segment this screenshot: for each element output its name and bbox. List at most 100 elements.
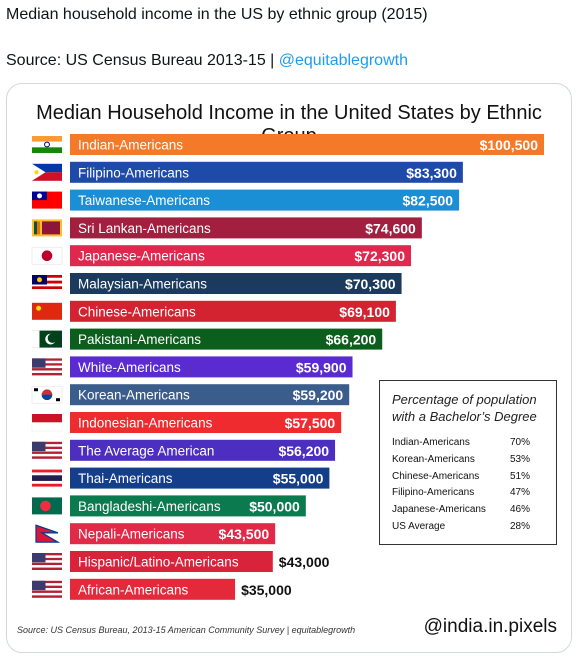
bar-row: Filipino-Americans $83,300 [32, 161, 463, 183]
india-flag [32, 136, 62, 153]
bar-category-label: Chinese-Americans [78, 304, 196, 319]
bar-category-label: Sri Lankan-Americans [78, 221, 211, 236]
bar-category-label: Malaysian-Americans [78, 277, 207, 292]
bar-value-label: $82,500 [402, 193, 453, 209]
legend-row: Indian-Americans 70% [392, 437, 542, 453]
china-flag [32, 302, 62, 320]
usa-flag [32, 358, 62, 376]
sri-lanka-flag [32, 219, 62, 237]
bar-value-label: $43,000 [279, 554, 330, 570]
bar-value-label: $43,500 [219, 526, 270, 542]
bar-row: Chinese-Americans $69,100 [32, 300, 396, 322]
bar [70, 356, 353, 378]
legend-box: Percentage of population with a Bachelor… [379, 380, 557, 545]
bar-value-label: $50,000 [249, 498, 300, 514]
bar-value-label: $70,300 [345, 276, 396, 292]
bar-value-label: $57,500 [285, 415, 336, 431]
legend-row-value: 47% [510, 487, 531, 499]
legend-row-name: Japanese-Americans [392, 504, 486, 516]
legend-row-value: 28% [510, 521, 531, 532]
bar-row: Bangladeshi-Americans $50,000 [32, 495, 306, 517]
bar-category-label: Taiwanese-Americans [78, 193, 210, 208]
chart-source: Source: US Census Bureau, 2013-15 Americ… [17, 625, 356, 635]
bar-row: Nepali-Americans $43,500 [35, 523, 276, 545]
bar-value-label: $35,000 [241, 582, 292, 598]
legend-row: Korean-Americans 53% [392, 454, 542, 470]
bar-value-label: $74,600 [365, 220, 416, 236]
legend-row: Chinese-Americans 51% [392, 471, 542, 487]
bar-value-label: $69,100 [339, 304, 390, 320]
bar [70, 384, 350, 406]
bar-category-label: Thai-Americans [78, 471, 173, 486]
legend-row-value: 51% [510, 470, 531, 482]
bar-category-label: The Average American [78, 443, 214, 458]
bar-row: Pakistani-Americans $66,200 [32, 328, 383, 350]
bar-row: African-Americans $35,000 [32, 578, 292, 600]
bar-value-label: $55,000 [273, 471, 324, 487]
bar [70, 134, 544, 155]
bar [70, 161, 463, 183]
bar-value-label: $83,300 [406, 165, 457, 181]
bar-value-label: $66,200 [326, 332, 377, 348]
legend-row-value: 46% [510, 504, 531, 516]
bar-row: White-Americans $59,900 [32, 356, 353, 378]
legend-title: Percentage of population with a Bachelor… [392, 392, 537, 424]
legend-row-name: Chinese-Americans [392, 470, 480, 482]
taiwan-flag [32, 191, 62, 209]
bar-category-label: Nepali-Americans [78, 527, 185, 542]
watermark-handle: @india.in.pixels [423, 616, 557, 637]
bar-row: Sri Lankan-Americans $74,600 [32, 217, 422, 239]
pakistan-flag [32, 330, 62, 348]
bar [70, 189, 460, 211]
equitablegrowth-link[interactable]: @equitablegrowth [278, 52, 408, 69]
indonesia-flag [31, 414, 63, 432]
bar [70, 495, 306, 517]
bar [70, 523, 276, 545]
japan-flag [31, 246, 63, 265]
tweet-line-source: Source: US Census Bureau 2013-15 | @equi… [6, 50, 576, 72]
legend-row: Filipino-Americans 47% [392, 487, 542, 503]
bar-row: Indian-Americans $100,500 [32, 134, 544, 155]
bangladesh-flag [32, 497, 62, 515]
bar [70, 412, 342, 433]
legend-row-name: Filipino-Americans [392, 487, 475, 499]
bar-row: The Average American $56,200 [32, 439, 336, 461]
chart-image-card[interactable]: Median Household Income in the United St… [6, 83, 572, 653]
bar [70, 300, 396, 322]
bar-chart: Indian-Americans $100,500 Filipino-America… [31, 134, 544, 600]
legend-row: US Average 28% [392, 521, 542, 537]
usa-flag [32, 580, 62, 598]
bar-category-label: Filipino-Americans [78, 165, 189, 180]
bar-row: Indonesian-Americans $57,500 [31, 412, 342, 433]
bar-category-label: Hispanic/Latino-Americans [78, 555, 239, 570]
tweet-text: Median household income in the US by eth… [6, 4, 576, 72]
bar-category-label: Japanese-Americans [78, 249, 205, 264]
nepal-flag [35, 524, 61, 543]
bar [70, 551, 273, 572]
south-korea-flag [31, 385, 63, 404]
bar-category-label: Pakistani-Americans [78, 332, 201, 347]
bar-category-label: Indonesian-Americans [78, 416, 213, 431]
bar-row: Japanese-Americans $72,300 [31, 245, 411, 267]
legend-row-name: Indian-Americans [392, 437, 470, 448]
legend-row-value: 70% [510, 437, 531, 448]
bar-row: Hispanic/Latino-Americans $43,000 [32, 551, 330, 572]
legend-row-name: US Average [392, 521, 446, 532]
bar-category-label: African-Americans [78, 582, 189, 597]
thailand-flag [32, 469, 62, 487]
bar-row: Malaysian-Americans $70,300 [32, 273, 402, 294]
bar-row: Taiwanese-Americans $82,500 [32, 189, 460, 211]
bar-category-label: Bangladeshi-Americans [78, 499, 221, 514]
bar-value-label: $59,900 [296, 359, 347, 375]
usa-flag [32, 441, 62, 459]
bar-category-label: White-Americans [78, 360, 181, 375]
bar [70, 439, 336, 461]
bar-value-label: $100,500 [480, 137, 539, 153]
philippines-flag [32, 163, 62, 181]
bar [70, 467, 330, 489]
legend-row-value: 53% [510, 453, 531, 465]
bar-category-label: Korean-Americans [78, 388, 190, 403]
bar-value-label: $72,300 [354, 248, 405, 264]
bar [70, 578, 236, 600]
bar [70, 245, 411, 267]
